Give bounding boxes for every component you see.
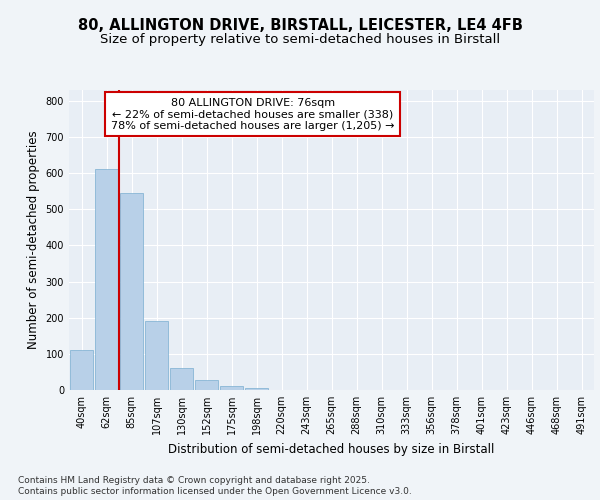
Bar xyxy=(195,380,218,390)
Y-axis label: Number of semi-detached properties: Number of semi-detached properties xyxy=(27,130,40,350)
Bar xyxy=(220,386,243,390)
Text: Contains HM Land Registry data © Crown copyright and database right 2025.: Contains HM Land Registry data © Crown c… xyxy=(18,476,370,485)
Bar xyxy=(95,169,118,390)
Bar xyxy=(120,192,143,390)
Text: Contains public sector information licensed under the Open Government Licence v3: Contains public sector information licen… xyxy=(18,487,412,496)
Text: Size of property relative to semi-detached houses in Birstall: Size of property relative to semi-detach… xyxy=(100,32,500,46)
Bar xyxy=(70,350,93,390)
Bar xyxy=(245,388,268,390)
Text: 80 ALLINGTON DRIVE: 76sqm
← 22% of semi-detached houses are smaller (338)
78% of: 80 ALLINGTON DRIVE: 76sqm ← 22% of semi-… xyxy=(111,98,395,130)
Bar xyxy=(170,368,193,390)
Bar xyxy=(145,322,168,390)
Text: 80, ALLINGTON DRIVE, BIRSTALL, LEICESTER, LE4 4FB: 80, ALLINGTON DRIVE, BIRSTALL, LEICESTER… xyxy=(77,18,523,32)
X-axis label: Distribution of semi-detached houses by size in Birstall: Distribution of semi-detached houses by … xyxy=(169,442,494,456)
